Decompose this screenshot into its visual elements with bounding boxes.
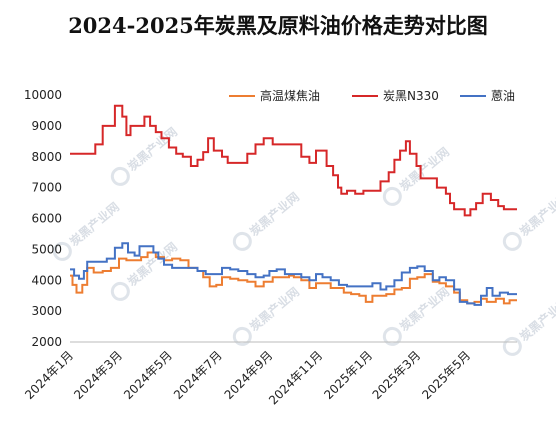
y-tick-label: 10000 bbox=[24, 88, 62, 102]
y-tick-label: 7000 bbox=[31, 181, 62, 195]
series-layer bbox=[70, 104, 517, 306]
legend: 高温煤焦油 炭黑N330 蒽油 bbox=[229, 88, 515, 103]
svg-text:炭黑产业网: 炭黑产业网 bbox=[246, 189, 302, 239]
y-tick-label: 3000 bbox=[31, 304, 62, 318]
watermark: 炭黑产业网 bbox=[232, 189, 302, 251]
y-tick-label: 4000 bbox=[31, 273, 62, 287]
legend-label: 蒽油 bbox=[491, 89, 515, 103]
y-tick-label: 8000 bbox=[31, 150, 62, 164]
x-tick-label: 2025年5月 bbox=[419, 348, 473, 402]
svg-text:炭黑产业网: 炭黑产业网 bbox=[124, 124, 180, 174]
x-tick-label: 2024年11月 bbox=[266, 348, 325, 407]
x-tick-label: 2024年3月 bbox=[71, 348, 125, 402]
x-tick-label: 2024年5月 bbox=[121, 348, 175, 402]
x-tick-label: 2024年9月 bbox=[222, 348, 276, 402]
y-tick-label: 2000 bbox=[31, 335, 62, 349]
y-tick-label: 9000 bbox=[31, 119, 62, 133]
series-line-1 bbox=[70, 104, 517, 217]
svg-text:炭黑产业网: 炭黑产业网 bbox=[246, 284, 302, 334]
series-line-2 bbox=[70, 242, 517, 306]
axes: 2000 3000 4000 5000 6000 7000 8000 9000 10000 202… bbox=[22, 88, 517, 407]
x-tick-label: 2024年1月 bbox=[22, 348, 76, 402]
svg-text:炭黑产业网: 炭黑产业网 bbox=[396, 284, 452, 334]
x-tick-label: 2025年1月 bbox=[321, 348, 375, 402]
x-tick-label: 2024年7月 bbox=[171, 348, 225, 402]
svg-text:炭黑产业网: 炭黑产业网 bbox=[66, 199, 122, 249]
watermark: 炭黑产业网 bbox=[232, 284, 302, 346]
watermark: 炭黑产业网 bbox=[110, 124, 180, 186]
svg-text:炭黑产业网: 炭黑产业网 bbox=[516, 294, 556, 344]
x-tick-label: 2025年3月 bbox=[370, 348, 424, 402]
svg-text:炭黑产业网: 炭黑产业网 bbox=[516, 189, 556, 239]
legend-label: 高温煤焦油 bbox=[260, 88, 320, 103]
chart-title: 2024-2025年炭黑及原料油价格走势对比图 bbox=[68, 13, 488, 38]
y-tick-label: 6000 bbox=[31, 212, 62, 226]
y-tick-label: 5000 bbox=[31, 242, 62, 256]
legend-label: 炭黑N330 bbox=[383, 89, 439, 103]
watermark: 炭黑产业网 bbox=[502, 189, 556, 251]
series-line-0 bbox=[70, 251, 517, 305]
